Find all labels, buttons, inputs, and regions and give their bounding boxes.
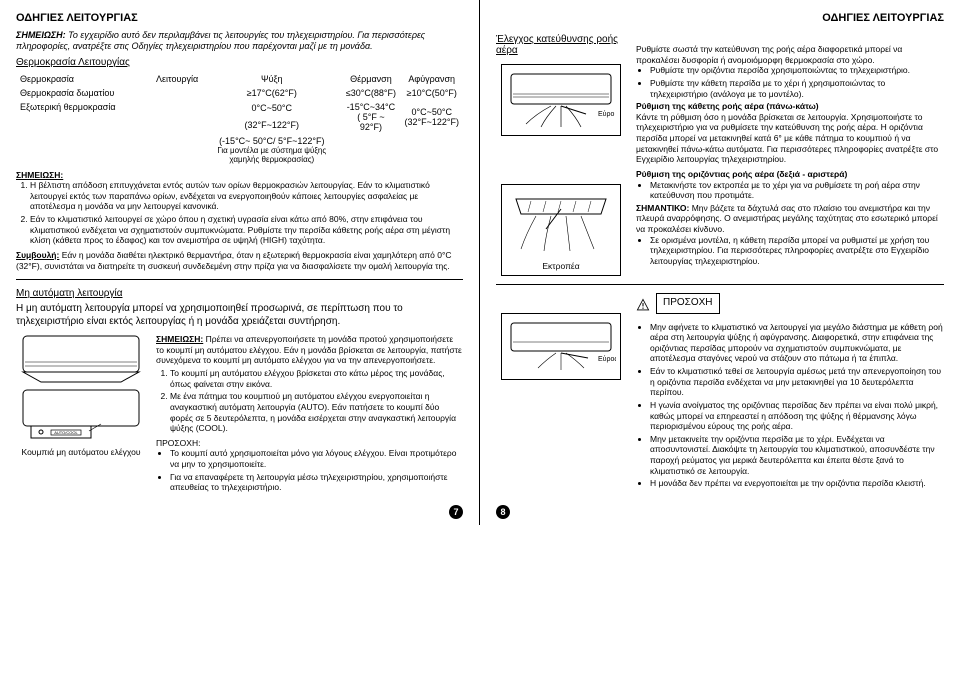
airflow-title: Έλεγχος κατεύθυνσης ροής αέρα [496,34,626,56]
airflow-p1: Ρυθμίστε σωστά την κατεύθυνση της ροής α… [636,44,944,65]
caution-c3: Η γωνία ανοίγματος της οριζόντιας περσίδ… [650,400,944,432]
out-cool-b: (32°F~122°F) [202,117,341,134]
room-cool: ≥17°C(62°F) [202,86,341,100]
caution-c5: Η μονάδα δεν πρέπει να ενεργοποιείται με… [650,478,944,489]
divider [16,279,463,280]
airflow-range-icon: Εύρο [506,69,616,129]
header-left: ΟΔΗΓΙΕΣ ΛΕΙΤΟΥΡΓΙΑΣ [16,12,463,24]
airflow-deflector-icon [506,189,616,259]
temperature-table: Θερμοκρασία Λειτουργία Ψύξη Θέρμανση Αφύ… [16,72,463,166]
airflow-text: Ρυθμίστε σωστά την κατεύθυνση της ροής α… [636,30,944,276]
row-outdoor: Εξωτερική θερμοκρασία [16,100,202,166]
caution-text: ΠΡΟΣΟΧΗ Μην αφήνετε το κλιματιστικό να λ… [636,293,944,491]
airflow-b1: Ρυθμίστε την οριζόντια περσίδα χρησιμοπο… [650,65,944,76]
manual-text-col: ΣΗΜΕΙΩΣΗ: Πρέπει να απενεργοποιήσετε τη … [156,334,463,495]
caution-range-icon: Εύρος [506,318,616,373]
manual-title: Μη αυτόματη λειτουργία [16,288,463,299]
col-func: Λειτουργία [126,72,202,86]
manual-li1: Το κουμπί μη αυτόματου ελέγχου βρίσκεται… [170,368,463,389]
caution-c1: Μην αφήνετε το κλιματιστικό να λειτουργε… [650,322,944,365]
manual-figure-col: AUTO/COOL Κουμπιά μη αυτόματου ελέγχου [16,334,146,495]
top-note-text: Το εγχειρίδιο αυτό δεν περιλαμβάνει τις … [16,30,425,51]
manual-li2: Με ένα πάτημα του κουμπιού μη αυτόματου … [170,391,463,434]
airflow-b3: Μετακινήστε τον εκτροπέα με το χέρι για … [650,180,944,201]
svg-text:Εύρος: Εύρος [598,355,616,363]
tip-block: Συμβουλή: Εάν η μονάδα διαθέτει ηλεκτρικ… [16,250,463,271]
page-7: ΟΔΗΓΙΕΣ ΛΕΙΤΟΥΡΓΙΑΣ ΣΗΜΕΙΩΣΗ: Το εγχειρί… [0,0,480,525]
caution-c4: Μην μετακινείτε την οριζόντια περσίδα με… [650,434,944,477]
ac-unit-panel-icon: AUTO/COOL [21,388,141,443]
manual-c2: Για να επαναφέρετε τη λειτουργία μέσω τη… [170,472,463,493]
page-8: ΟΔΗΓΙΕΣ ΛΕΙΤΟΥΡΓΙΑΣ Έλεγχος κατεύθυνσης … [480,0,960,525]
manual-intro: Η μη αυτόματη λειτουργία μπορεί να χρησι… [16,303,463,328]
caution-title: ΠΡΟΣΟΧΗ [656,293,720,314]
top-note: ΣΗΜΕΙΩΣΗ: Το εγχειρίδιο αυτό δεν περιλαμ… [16,30,463,53]
row-temp-label: Θερμοκρασία [16,72,126,86]
row-room: Θερμοκρασία δωματίου [16,86,202,100]
airflow-h2: Ρύθμιση της οριζόντιας ροής αέρα (δεξιά … [636,169,944,180]
col-dry: Αφύγρανση [401,72,464,86]
divider-right [496,284,944,285]
header-right: ΟΔΗΓΙΕΣ ΛΕΙΤΟΥΡΓΙΑΣ [496,12,944,24]
tip-label: Συμβουλή: [16,250,59,260]
ac-unit-icon [21,334,141,384]
airflow-p2: Κάντε τη ρύθμιση όσο η μονάδα βρίσκεται … [636,112,944,165]
manual-section: Μη αυτόματη λειτουργία Η μη αυτόματη λει… [16,288,463,495]
warning-icon [636,298,650,312]
deflector-caption: Εκτροπέα [506,261,616,271]
caution-figure: Εύρος [496,293,626,491]
svg-text:AUTO/COOL: AUTO/COOL [54,430,78,435]
col-cool: Ψύξη [202,72,341,86]
manual-note-label: ΣΗΜΕΙΩΣΗ: [156,334,203,344]
note-li1: Η βέλτιστη απόδοση επιτυγχάνεται εντός α… [30,180,463,212]
note-block: ΣΗΜΕΙΩΣΗ: Η βέλτιστη απόδοση επιτυγχάνετ… [16,170,463,246]
airflow-figures: Έλεγχος κατεύθυνσης ροής αέρα Εύρο [496,30,626,276]
manual-caution-title: ΠΡΟΣΟΧΗ: [156,438,463,449]
manual-fig-caption: Κουμπιά μη αυτόματου ελέγχου [22,447,141,457]
room-heat: ≤30°C(88°F) [341,86,400,100]
out-cool-a: 0°C~50°C [202,100,341,117]
out-cool2: (-15°C~ 50°C/ 5°F~122°F) Για μοντέλα με … [202,134,341,166]
room-dry: ≥10°C(50°F) [401,86,464,100]
top-note-label: ΣΗΜΕΙΩΣΗ: [16,30,66,40]
note-li2: Εάν το κλιματιστικό λειτουργεί σε χώρο ό… [30,214,463,246]
out-dry: 0°C~50°C (32°F~122°F) [401,100,464,134]
airflow-h1: Ρύθμιση της κάθετης ροής αέρα (πάνω-κάτω… [636,101,944,112]
airflow-b2: Ρυθμίστε την κάθετη περσίδα με το χέρι ή… [650,78,944,99]
important-label: ΣΗΜΑΝΤΙΚΟ: [636,203,689,213]
tip-text: Εάν η μονάδα διαθέτει ηλεκτρικό θερμαντή… [16,250,452,271]
temp-section-title: Θερμοκρασία Λειτουργίας [16,57,463,68]
note-block-label: ΣΗΜΕΙΩΣΗ: [16,170,63,180]
airflow-b4: Σε ορισμένα μοντέλα, η κάθετη περσίδα μπ… [650,235,944,267]
caution-c2: Εάν το κλιματιστικό τεθεί σε λειτουργία … [650,366,944,398]
manual-c1: Το κουμπί αυτό χρησιμοποιείται μόνο για … [170,448,463,469]
page-num-right: 8 [496,505,510,519]
svg-text:Εύρο: Εύρο [598,110,614,118]
col-heat: Θέρμανση [341,72,400,86]
page-num-left: 7 [449,505,463,519]
out-heat: -15°C~34°C ( 5°F ~ 92°F) [341,100,400,134]
